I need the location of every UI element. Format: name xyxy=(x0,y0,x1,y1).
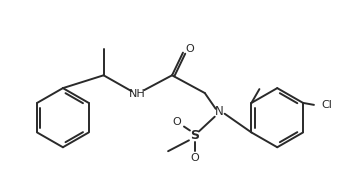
Text: N: N xyxy=(215,105,224,118)
Text: S: S xyxy=(190,129,199,142)
Text: Cl: Cl xyxy=(321,100,332,110)
Text: O: O xyxy=(173,117,181,127)
Text: O: O xyxy=(190,153,199,163)
Text: NH: NH xyxy=(129,89,146,99)
Text: O: O xyxy=(185,44,194,54)
